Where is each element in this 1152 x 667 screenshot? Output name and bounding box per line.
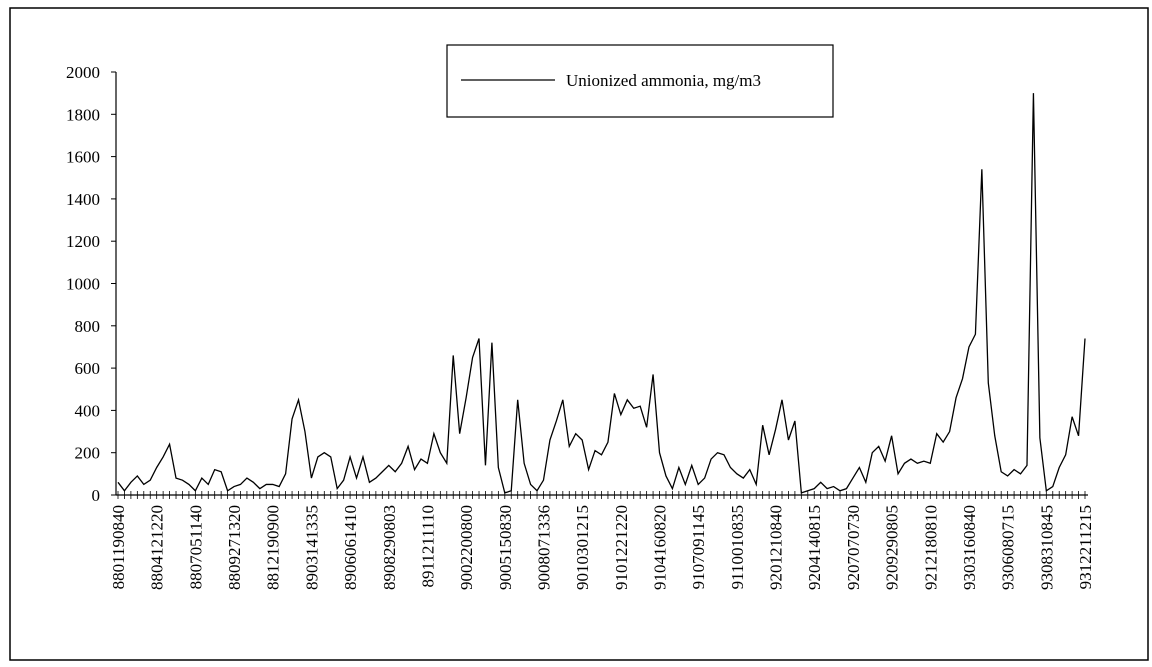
x-tick-label: 9303160840: [960, 505, 979, 590]
x-tick-label: 8903141335: [302, 505, 321, 590]
y-tick-label: 600: [75, 359, 101, 378]
x-tick-label: 9308310845: [1037, 505, 1056, 590]
x-tick-label: 8812190900: [264, 505, 283, 590]
x-tick-label: 8801190840: [109, 505, 128, 589]
x-tick-label: 9002200800: [457, 505, 476, 590]
x-tick-label: 8908290803: [380, 505, 399, 590]
x-tick-label: 8906061410: [341, 505, 360, 590]
x-tick-label: 9204140815: [805, 505, 824, 590]
x-tick-label: 8807051140: [186, 505, 205, 589]
y-tick-label: 1400: [66, 190, 100, 209]
legend-label: Unionized ammonia, mg/m3: [566, 71, 761, 90]
x-tick-label: 9101221220: [612, 505, 631, 590]
x-tick-label: 9306080715: [999, 505, 1018, 590]
x-tick-label: 9207070730: [844, 505, 863, 590]
y-tick-label: 2000: [66, 63, 100, 82]
y-tick-label: 1600: [66, 148, 100, 167]
x-tick-label: 9209290805: [883, 505, 902, 590]
y-tick-label: 1000: [66, 275, 100, 294]
x-tick-label: 9212180810: [921, 505, 940, 590]
legend-box: [446, 44, 834, 118]
legend: Unionized ammonia, mg/m3: [446, 44, 834, 118]
x-tick-label: 9104160820: [651, 505, 670, 590]
y-tick-label: 1200: [66, 232, 100, 251]
x-tick-label: 9005150830: [496, 505, 515, 590]
data-line: [117, 93, 1086, 494]
x-tick-label: 8804121220: [148, 505, 167, 590]
x-tick-label: 9107091145: [689, 505, 708, 589]
frame: [9, 7, 1149, 661]
x-tick-label: 9010301215: [573, 505, 592, 590]
y-tick-label: 200: [75, 444, 101, 463]
y-tick-label: 1800: [66, 105, 100, 124]
y-tick-label: 0: [92, 486, 101, 505]
x-tick-label: 9008071336: [534, 505, 553, 590]
y-tick-label: 400: [75, 401, 101, 420]
x-tick-label: 9201210840: [767, 505, 786, 590]
x-tick-label: 9110010835: [728, 505, 747, 589]
x-tick-label: 9312211215: [1076, 505, 1095, 589]
x-tick-label: 8911211110: [418, 505, 437, 587]
x-tick-label: 8809271320: [225, 505, 244, 590]
y-tick-label: 800: [75, 317, 101, 336]
